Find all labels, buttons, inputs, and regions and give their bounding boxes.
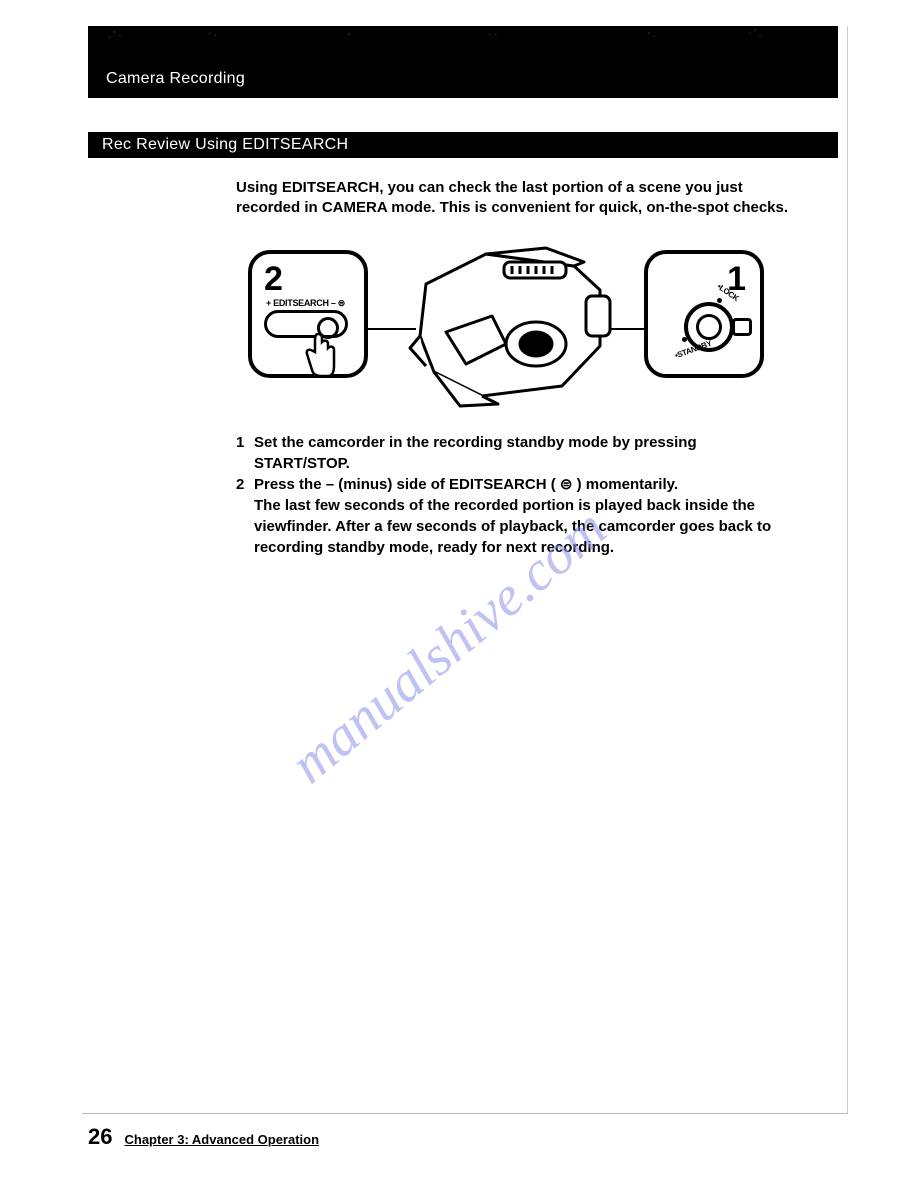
scan-edge-right	[847, 26, 848, 1114]
editsearch-label: + EDITSEARCH – ⊜	[266, 298, 345, 309]
header-category: Camera Recording	[106, 70, 245, 88]
step-number: 2	[236, 474, 254, 495]
dial-dot-icon	[717, 298, 722, 303]
section-title: Rec Review Using EDITSEARCH	[102, 136, 348, 154]
step-continuation: The last few seconds of the recorded por…	[254, 495, 796, 558]
step-text: Press the – (minus) side of EDITSEARCH (…	[254, 474, 796, 495]
pointing-hand-icon	[298, 330, 338, 378]
step-number: 1	[236, 432, 254, 474]
intro-paragraph: Using EDITSEARCH, you can check the last…	[236, 178, 796, 219]
callout-number-2: 2	[264, 260, 283, 299]
dial-dot-icon	[682, 337, 687, 342]
callout-editsearch: 2 + EDITSEARCH – ⊜	[248, 250, 368, 378]
page-number: 26	[88, 1124, 112, 1150]
callout-standby-dial: 1 •LOCK •STANDBY	[644, 250, 764, 378]
numbered-steps: 1 Set the camcorder in the recording sta…	[236, 432, 796, 558]
page-footer: 26 Chapter 3: Advanced Operation	[88, 1124, 319, 1150]
camcorder-illustration	[386, 236, 636, 414]
scan-frame-bottom	[82, 1113, 848, 1114]
step-row: 1 Set the camcorder in the recording sta…	[236, 432, 796, 474]
manual-page: . ' · · . ' · · ' · · ' . Camera Recordi…	[0, 0, 918, 1188]
step-row: 2 Press the – (minus) side of EDITSEARCH…	[236, 474, 796, 495]
instruction-diagram: 2 + EDITSEARCH – ⊜	[236, 240, 776, 410]
step-text: Set the camcorder in the recording stand…	[254, 432, 796, 474]
page-header-banner: . ' · · . ' · · ' · · ' . Camera Recordi…	[88, 26, 838, 98]
section-title-bar: Rec Review Using EDITSEARCH	[88, 132, 838, 158]
chapter-label: Chapter 3: Advanced Operation	[124, 1132, 319, 1147]
